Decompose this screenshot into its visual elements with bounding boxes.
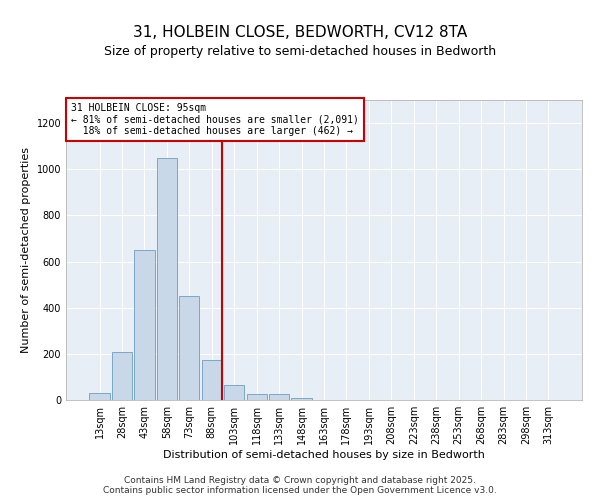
Text: Size of property relative to semi-detached houses in Bedworth: Size of property relative to semi-detach… — [104, 45, 496, 58]
Bar — [179, 296, 199, 400]
Bar — [157, 158, 177, 400]
Bar — [224, 385, 244, 400]
Y-axis label: Number of semi-detached properties: Number of semi-detached properties — [21, 147, 31, 353]
Text: Contains HM Land Registry data © Crown copyright and database right 2025.
Contai: Contains HM Land Registry data © Crown c… — [103, 476, 497, 495]
Bar — [112, 352, 132, 400]
X-axis label: Distribution of semi-detached houses by size in Bedworth: Distribution of semi-detached houses by … — [163, 450, 485, 460]
Text: 31 HOLBEIN CLOSE: 95sqm
← 81% of semi-detached houses are smaller (2,091)
  18% : 31 HOLBEIN CLOSE: 95sqm ← 81% of semi-de… — [71, 103, 359, 136]
Bar — [202, 360, 222, 400]
Bar — [134, 250, 155, 400]
Bar — [269, 394, 289, 400]
Bar — [247, 394, 267, 400]
Text: 31, HOLBEIN CLOSE, BEDWORTH, CV12 8TA: 31, HOLBEIN CLOSE, BEDWORTH, CV12 8TA — [133, 25, 467, 40]
Bar — [292, 398, 311, 400]
Bar — [89, 393, 110, 400]
